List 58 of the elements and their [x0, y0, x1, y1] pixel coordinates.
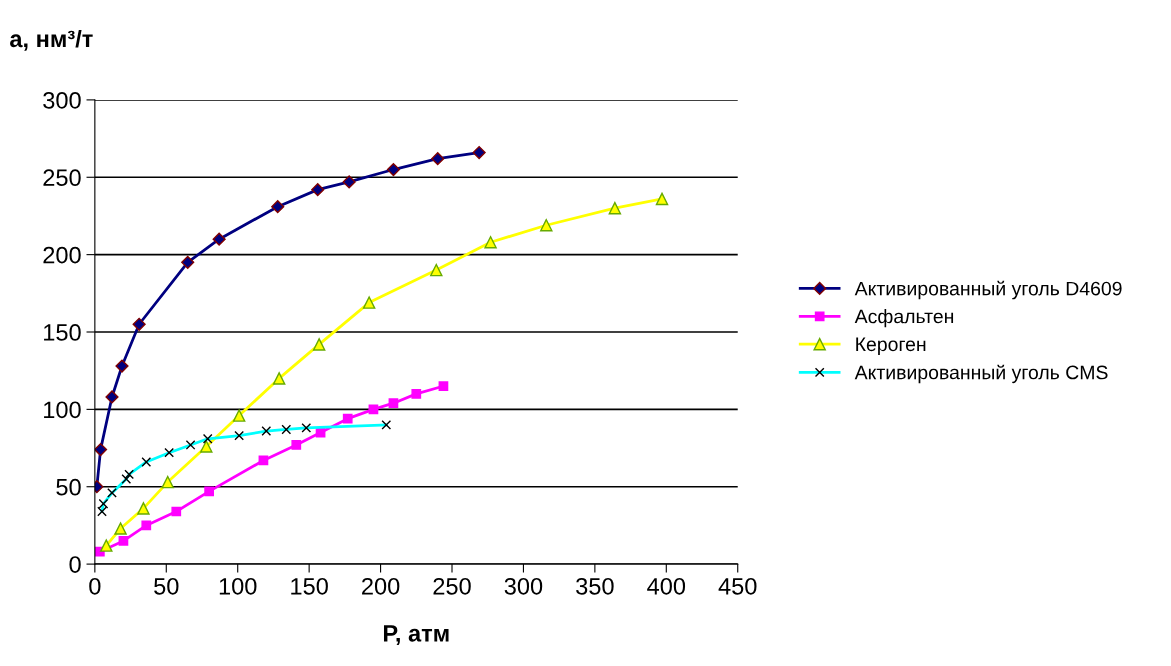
point — [204, 486, 215, 497]
point — [272, 372, 286, 385]
x-tick-label: 200 — [362, 577, 400, 595]
point — [312, 338, 326, 351]
point — [114, 522, 127, 535]
x-tick-label: 350 — [576, 577, 614, 595]
x-tick-label: 250 — [433, 577, 471, 595]
point — [94, 443, 108, 457]
point — [342, 413, 353, 424]
point — [132, 317, 146, 331]
point — [105, 390, 119, 404]
point — [141, 520, 152, 531]
y-axis-title: а, нм³/т — [10, 29, 93, 51]
point — [100, 539, 113, 552]
point — [311, 183, 325, 197]
point — [484, 236, 497, 249]
point — [362, 296, 376, 309]
legend-label: Активированный уголь CMS — [854, 364, 1108, 384]
x-tick-label: 50 — [154, 577, 179, 595]
y-tick-label: 50 — [56, 478, 81, 496]
point — [181, 255, 195, 269]
point — [608, 201, 622, 215]
legend-label: Асфальтен — [854, 309, 954, 328]
point — [386, 162, 401, 177]
x-tick-label: 300 — [504, 577, 543, 595]
point — [161, 475, 174, 489]
point — [431, 152, 445, 166]
point — [115, 359, 129, 373]
point — [291, 440, 302, 450]
point — [430, 263, 443, 277]
y-tick-label: 200 — [43, 246, 81, 264]
y-tick-label: 150 — [44, 324, 81, 341]
y-tick-label: 250 — [43, 169, 81, 187]
y-tick-label: 300 — [43, 91, 81, 109]
point — [438, 381, 449, 392]
point — [472, 145, 486, 160]
point — [212, 232, 226, 246]
x-tick-label: 450 — [718, 577, 757, 595]
point — [171, 506, 182, 517]
point — [118, 536, 129, 546]
point — [540, 218, 553, 232]
point — [655, 192, 669, 206]
x-tick-label: 0 — [89, 577, 101, 595]
y-tick-label: 100 — [44, 401, 81, 419]
x-tick-label: 100 — [219, 577, 257, 595]
y-tick-label: 0 — [69, 556, 81, 573]
point — [342, 175, 356, 189]
point — [388, 398, 399, 409]
legend-label: Кероген — [856, 337, 926, 355]
point — [271, 200, 285, 214]
x-tick-label: 400 — [647, 577, 686, 595]
x-tick-label: 150 — [291, 577, 328, 595]
point — [411, 389, 422, 399]
legend-label: Активированный уголь D4609 — [854, 280, 1122, 300]
point — [200, 440, 213, 453]
x-axis-title: Р, атм — [383, 625, 449, 646]
point — [137, 502, 150, 515]
point — [232, 409, 246, 422]
